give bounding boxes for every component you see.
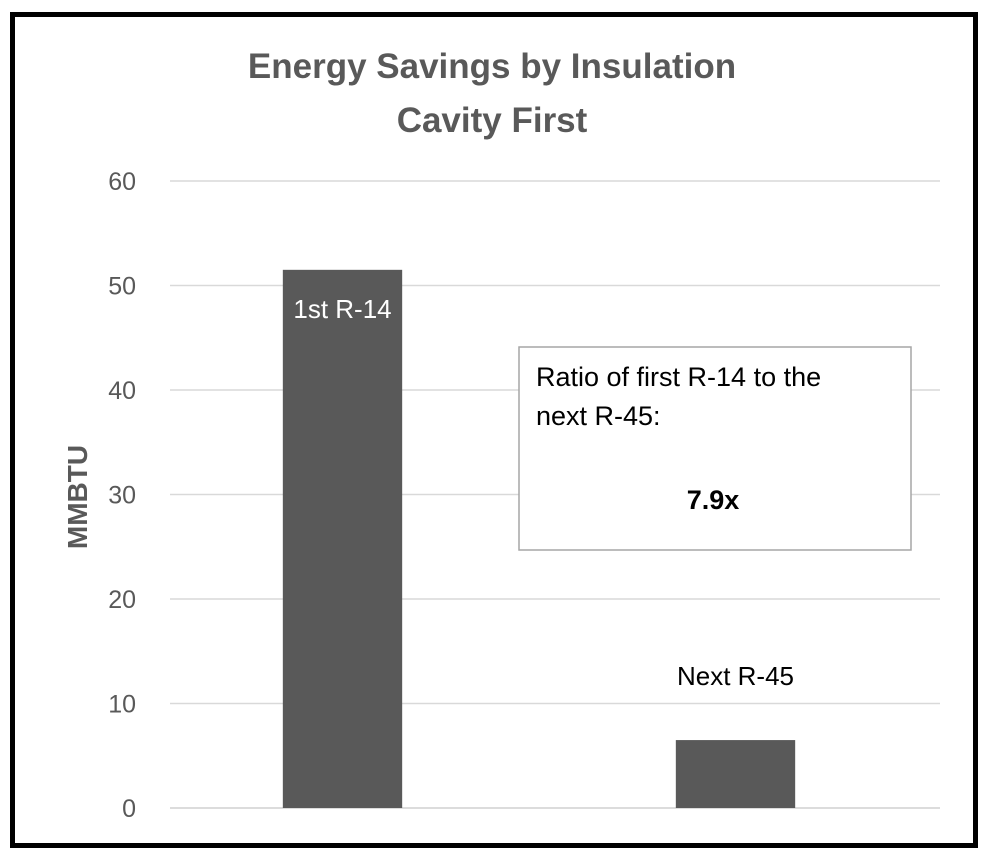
y-tick-label: 50 bbox=[108, 273, 136, 301]
y-tick-label: 0 bbox=[122, 795, 136, 823]
data-label: 1st R-14 bbox=[293, 294, 391, 324]
annotation-line-1: Ratio of first R-14 to the bbox=[536, 362, 821, 392]
chart-title-line-1: Energy Savings by Insulation bbox=[248, 47, 736, 86]
y-tick-label: 60 bbox=[108, 168, 136, 196]
chart-title-line-2: Cavity First bbox=[397, 101, 588, 140]
y-tick-label: 20 bbox=[108, 586, 136, 614]
data-labels: 1st R-14 Next R-45 bbox=[293, 294, 794, 691]
annotation-line-2: next R-45: bbox=[536, 401, 661, 431]
annotation-border bbox=[518, 346, 912, 551]
bars bbox=[282, 269, 796, 808]
data-label: Next R-45 bbox=[677, 661, 794, 691]
bar-1st-r-14 bbox=[282, 269, 403, 808]
y-tick-label: 40 bbox=[108, 377, 136, 405]
y-tick-label: 10 bbox=[108, 691, 136, 719]
annotation-box: Ratio of first R-14 to the next R-45: 7.… bbox=[518, 346, 912, 551]
bar-next-r-45 bbox=[675, 740, 796, 808]
y-tick-label: 30 bbox=[108, 482, 136, 510]
y-axis-ticks: 0 10 20 30 40 50 60 bbox=[108, 168, 136, 823]
annotation-value: 7.9x bbox=[687, 485, 740, 515]
y-axis-label: MMBTU bbox=[62, 445, 93, 549]
